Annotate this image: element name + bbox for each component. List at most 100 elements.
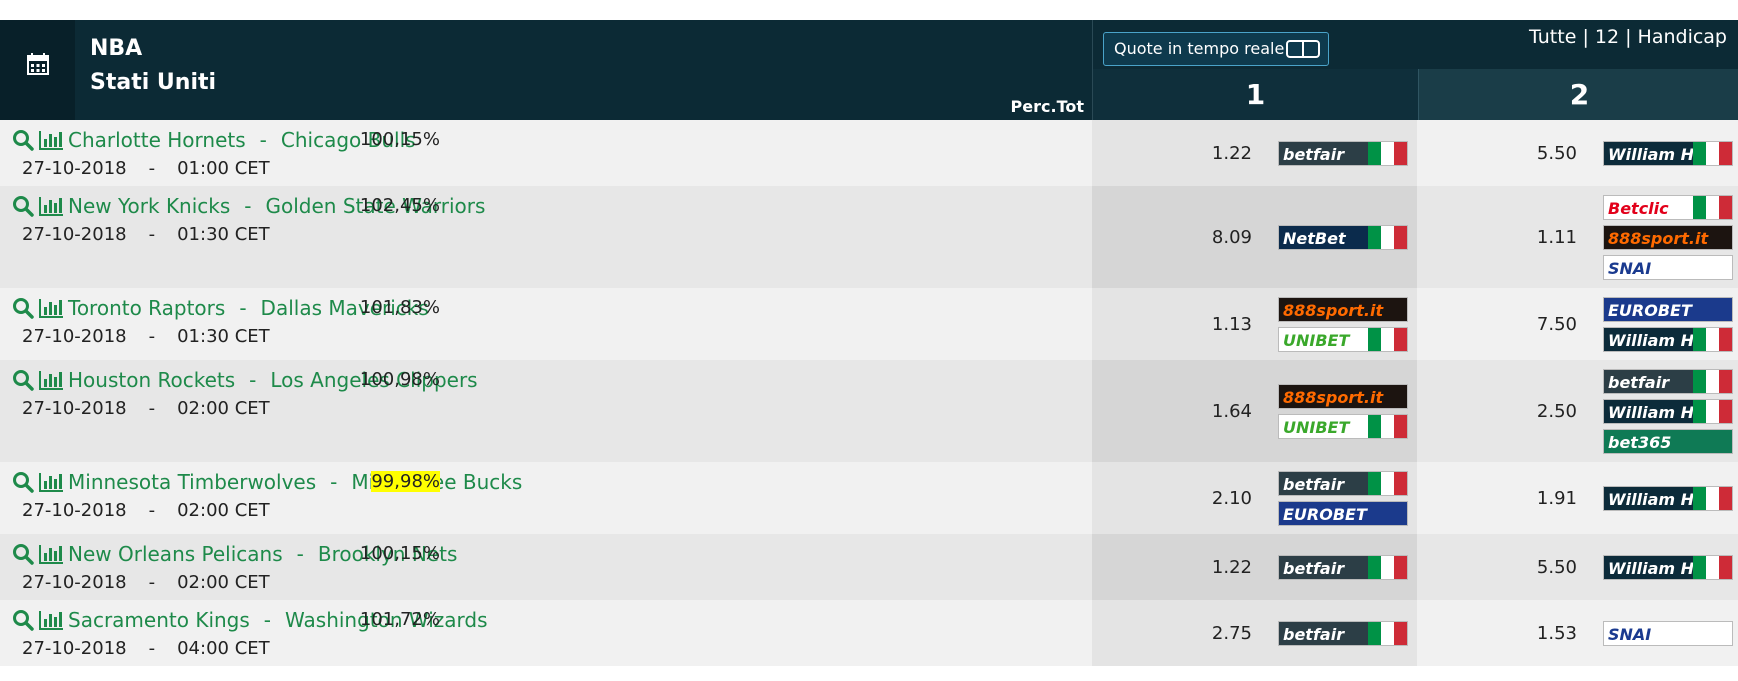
live-odds-toggle[interactable]: Quote in tempo reale	[1103, 32, 1330, 66]
odds-value[interactable]: 1.91	[1536, 487, 1577, 509]
bookmaker-logo[interactable]: SNAI	[1603, 620, 1733, 646]
match-date: 27-10-2018	[22, 326, 127, 347]
away-team[interactable]: Brooklyn Nets	[317, 542, 458, 566]
odds-value[interactable]: 7.50	[1536, 313, 1577, 335]
flag-stripe	[1719, 327, 1732, 351]
search-icon[interactable]	[12, 195, 34, 217]
odds-value[interactable]: 1.13	[1211, 313, 1252, 335]
bookmaker-logo[interactable]: SNAI	[1603, 254, 1733, 280]
search-icon[interactable]	[12, 609, 34, 631]
away-team[interactable]: Golden State Warriors	[265, 194, 486, 218]
match-teams: Sacramento Kings - Washington Wizards	[12, 608, 488, 632]
odds-value[interactable]: 5.50	[1536, 556, 1577, 578]
away-team[interactable]: Chicago Bulls	[280, 128, 416, 152]
bookmaker-logo[interactable]: 888sport.it	[1278, 296, 1408, 322]
stats-icon[interactable]	[38, 195, 64, 217]
search-icon[interactable]	[12, 543, 34, 565]
bookmaker-logo[interactable]: betfair	[1278, 140, 1408, 166]
italian-flag	[1368, 621, 1407, 645]
flag-stripe	[1368, 414, 1381, 438]
payout-percent: 100,15%	[359, 543, 440, 564]
odds-cell: 1.91 William HILL	[1417, 462, 1738, 534]
bookmaker-logo[interactable]: UNIBET	[1278, 413, 1408, 439]
bookmakers: EUROBET William HILL	[1603, 296, 1733, 352]
home-team[interactable]: Sacramento Kings	[68, 608, 250, 632]
odds-value[interactable]: 1.53	[1536, 622, 1577, 644]
flag-stripe	[1693, 369, 1706, 393]
odds-value[interactable]: 2.75	[1211, 622, 1252, 644]
away-team[interactable]: Washington Wizards	[285, 608, 488, 632]
bookmaker-logo[interactable]: Betclic	[1603, 194, 1733, 220]
bookmaker-logo[interactable]: betfair	[1278, 620, 1408, 646]
bookmaker-logo[interactable]: William HILL	[1603, 398, 1733, 424]
odds-value[interactable]: 2.10	[1211, 487, 1252, 509]
bookmaker-logo[interactable]: William HILL	[1603, 326, 1733, 352]
bookmaker-name: 888sport.it	[1283, 387, 1384, 407]
stats-icon[interactable]	[38, 543, 64, 565]
odds-cell: 1.22 betfair	[1092, 534, 1417, 600]
match-row: New York Knicks - Golden State Warriors 27-…	[0, 186, 1738, 288]
search-icon[interactable]	[12, 297, 34, 319]
match-row: Sacramento Kings - Washington Wizards 27-10…	[0, 600, 1738, 666]
match-row: Charlotte Hornets - Chicago Bulls 27-10-201…	[0, 120, 1738, 186]
stats-icon[interactable]	[38, 297, 64, 319]
stats-icon[interactable]	[38, 129, 64, 151]
odds-cell: 7.50 EUROBET William HILL	[1417, 288, 1738, 360]
match-time: 01:30 CET	[177, 326, 270, 347]
odds-value[interactable]: 1.11	[1536, 226, 1577, 248]
market-filters[interactable]: Tutte | 12 | Handicap	[1529, 26, 1727, 48]
payout-percent: 102,45%	[359, 195, 440, 216]
bookmaker-logo[interactable]: William HILL	[1603, 554, 1733, 580]
home-team[interactable]: New York Knicks	[68, 194, 231, 218]
odds-value[interactable]: 5.50	[1536, 142, 1577, 164]
search-icon[interactable]	[12, 129, 34, 151]
flag-stripe	[1693, 195, 1706, 219]
odds-value[interactable]: 2.50	[1536, 400, 1577, 422]
match-teams: Toronto Raptors - Dallas Mavericks	[12, 296, 429, 320]
stats-icon[interactable]	[38, 609, 64, 631]
flag-stripe	[1394, 225, 1407, 249]
bookmaker-name: Betclic	[1608, 198, 1669, 218]
match-row: Houston Rockets - Los Angeles Clippers 27-1…	[0, 360, 1738, 462]
bookmaker-logo[interactable]: EUROBET	[1278, 500, 1408, 526]
calendar-icon[interactable]	[0, 20, 75, 120]
away-team[interactable]: Los Angeles Clippers	[270, 368, 478, 392]
home-team[interactable]: Charlotte Hornets	[68, 128, 246, 152]
away-team[interactable]: Dallas Mavericks	[260, 296, 429, 320]
search-icon[interactable]	[12, 369, 34, 391]
bookmaker-logo[interactable]: 888sport.it	[1603, 224, 1733, 250]
country-title: Stati Uniti	[90, 70, 217, 95]
bookmaker-logo[interactable]: William HILL	[1603, 140, 1733, 166]
bookmaker-logo[interactable]: betfair	[1278, 470, 1408, 496]
stats-icon[interactable]	[38, 471, 64, 493]
bookmaker-name: William HILL	[1608, 330, 1721, 350]
odds-value[interactable]: 1.64	[1211, 400, 1252, 422]
odds-value[interactable]: 1.22	[1211, 556, 1252, 578]
match-row: New Orleans Pelicans - Brooklyn Nets 27-10-…	[0, 534, 1738, 600]
bookmaker-name: UNIBET	[1283, 417, 1350, 437]
stats-icon[interactable]	[38, 369, 64, 391]
home-team[interactable]: Toronto Raptors	[68, 296, 226, 320]
home-team[interactable]: New Orleans Pelicans	[68, 542, 283, 566]
bookmaker-name: William HILL	[1608, 558, 1721, 578]
bookmaker-logo[interactable]: bet365	[1603, 428, 1733, 454]
search-icon[interactable]	[12, 471, 34, 493]
bookmaker-logo[interactable]: William HILL	[1603, 485, 1733, 511]
italian-flag	[1368, 141, 1407, 165]
flag-stripe	[1381, 414, 1394, 438]
flag-stripe	[1368, 471, 1381, 495]
odds-header: Quote in tempo reale Tutte | 12 | Handic…	[1092, 20, 1738, 120]
bookmaker-logo[interactable]: betfair	[1278, 554, 1408, 580]
home-team[interactable]: Minnesota Timberwolves	[68, 470, 317, 494]
odds-value[interactable]: 1.22	[1211, 142, 1252, 164]
bookmaker-logo[interactable]: NetBet	[1278, 224, 1408, 250]
live-odds-label: Quote in tempo reale	[1114, 39, 1285, 58]
bookmaker-logo[interactable]: 888sport.it	[1278, 383, 1408, 409]
flag-stripe	[1381, 141, 1394, 165]
bookmaker-logo[interactable]: UNIBET	[1278, 326, 1408, 352]
bookmaker-name: bet365	[1608, 432, 1672, 452]
bookmaker-logo[interactable]: EUROBET	[1603, 296, 1733, 322]
home-team[interactable]: Houston Rockets	[68, 368, 236, 392]
odds-value[interactable]: 8.09	[1211, 226, 1252, 248]
bookmaker-logo[interactable]: betfair	[1603, 368, 1733, 394]
